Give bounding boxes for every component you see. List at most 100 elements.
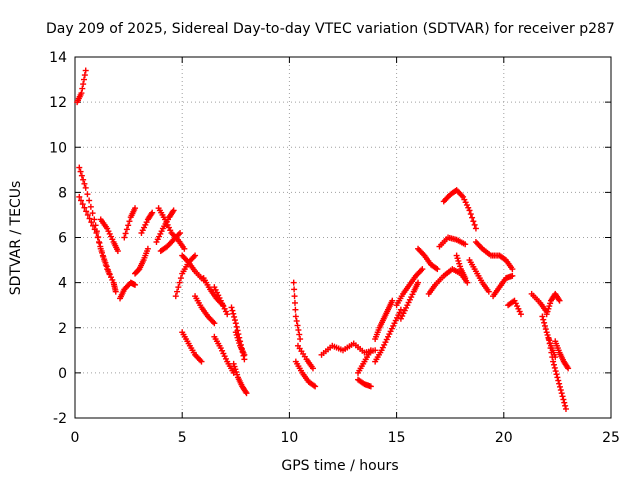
data-point-marker bbox=[367, 347, 374, 354]
data-point-marker bbox=[232, 320, 239, 327]
data-point-marker bbox=[465, 204, 472, 211]
data-point-marker bbox=[231, 363, 238, 370]
data-point-marker bbox=[149, 209, 156, 216]
data-point-marker bbox=[559, 393, 566, 400]
data-point-marker bbox=[89, 210, 96, 217]
data-point-marker bbox=[541, 319, 548, 326]
data-point-marker bbox=[517, 311, 524, 318]
data-point-marker bbox=[542, 326, 549, 333]
data-point-marker bbox=[76, 193, 83, 200]
data-point-marker bbox=[167, 227, 174, 234]
data-point-marker bbox=[220, 350, 227, 357]
data-points bbox=[74, 67, 572, 412]
data-point-marker bbox=[162, 216, 169, 223]
data-point-marker bbox=[132, 281, 139, 288]
data-point-marker bbox=[291, 299, 298, 306]
data-point-marker bbox=[553, 371, 560, 378]
data-point-marker bbox=[232, 329, 239, 336]
data-point-marker bbox=[309, 365, 316, 372]
data-point-marker bbox=[551, 364, 558, 371]
data-point-marker bbox=[233, 368, 240, 375]
data-point-marker bbox=[516, 308, 523, 315]
data-point-marker bbox=[222, 308, 229, 315]
data-point-marker bbox=[165, 224, 172, 231]
data-point-marker bbox=[105, 228, 112, 235]
data-point-marker bbox=[212, 286, 219, 293]
data-point-marker bbox=[291, 286, 298, 293]
data-point-marker bbox=[93, 229, 100, 236]
chart-title: Day 209 of 2025, Sidereal Day-to-day VTE… bbox=[46, 21, 615, 37]
data-point-marker bbox=[198, 358, 205, 365]
data-point-marker bbox=[94, 234, 101, 241]
data-point-marker bbox=[90, 222, 97, 229]
data-point-marker bbox=[555, 377, 562, 384]
data-point-marker bbox=[230, 360, 237, 367]
data-point-marker bbox=[460, 193, 467, 200]
data-point-marker bbox=[84, 191, 91, 198]
data-point-marker bbox=[217, 345, 224, 352]
y-tick-label: 10 bbox=[49, 140, 67, 156]
data-point-marker bbox=[192, 252, 199, 259]
y-tick-label: 2 bbox=[58, 321, 67, 337]
data-point-marker bbox=[395, 312, 402, 319]
data-point-marker bbox=[379, 344, 386, 351]
data-point-marker bbox=[509, 266, 516, 273]
data-point-marker bbox=[91, 216, 98, 223]
data-point-marker bbox=[213, 289, 220, 296]
data-point-marker bbox=[545, 305, 552, 312]
x-tick-label: 0 bbox=[71, 430, 80, 446]
y-tick-label: 4 bbox=[58, 276, 67, 292]
data-point-marker bbox=[88, 219, 95, 226]
data-point-marker bbox=[177, 275, 184, 282]
data-point-marker bbox=[76, 164, 83, 171]
data-point-marker bbox=[114, 248, 121, 255]
data-point-marker bbox=[292, 313, 299, 320]
data-point-marker bbox=[243, 390, 250, 397]
x-tick-label: 20 bbox=[495, 430, 513, 446]
data-point-marker bbox=[181, 245, 188, 252]
data-point-marker bbox=[234, 334, 241, 341]
data-point-marker bbox=[419, 266, 426, 273]
data-point-marker bbox=[170, 207, 177, 214]
data-point-marker bbox=[157, 230, 164, 237]
data-point-marker bbox=[233, 323, 240, 330]
data-point-marker bbox=[79, 201, 86, 208]
data-point-marker bbox=[546, 340, 553, 347]
data-point-marker bbox=[235, 337, 242, 344]
data-point-marker bbox=[547, 300, 554, 307]
data-point-marker bbox=[396, 309, 403, 316]
x-tick-label: 25 bbox=[602, 430, 620, 446]
data-point-marker bbox=[415, 279, 422, 286]
data-point-marker bbox=[105, 266, 112, 273]
y-tick-label: 0 bbox=[58, 366, 67, 382]
data-point-marker bbox=[312, 383, 319, 390]
data-point-marker bbox=[565, 365, 572, 372]
data-point-marker bbox=[80, 176, 87, 183]
data-point-marker bbox=[81, 76, 88, 83]
data-point-marker bbox=[112, 288, 119, 295]
data-point-marker bbox=[391, 320, 398, 327]
data-point-marker bbox=[164, 221, 171, 228]
data-point-marker bbox=[126, 218, 133, 225]
data-point-marker bbox=[293, 317, 300, 324]
data-point-marker bbox=[216, 294, 223, 301]
data-point-marker bbox=[550, 358, 557, 365]
data-point-marker bbox=[81, 204, 88, 211]
data-point-marker bbox=[472, 225, 479, 232]
data-point-marker bbox=[399, 313, 406, 320]
data-point-marker bbox=[222, 355, 229, 362]
data-point-marker bbox=[367, 383, 374, 390]
y-tick-label: 12 bbox=[49, 95, 67, 111]
data-point-marker bbox=[543, 311, 550, 318]
data-point-marker bbox=[405, 299, 412, 306]
data-point-marker bbox=[404, 302, 411, 309]
data-point-marker bbox=[509, 272, 516, 279]
y-tick-label: 8 bbox=[58, 185, 67, 201]
data-point-marker bbox=[560, 396, 567, 403]
data-point-marker bbox=[291, 293, 298, 300]
data-point-marker bbox=[231, 317, 238, 324]
data-point-marker bbox=[382, 339, 389, 346]
data-point-marker bbox=[469, 214, 476, 221]
data-point-marker bbox=[461, 196, 468, 203]
